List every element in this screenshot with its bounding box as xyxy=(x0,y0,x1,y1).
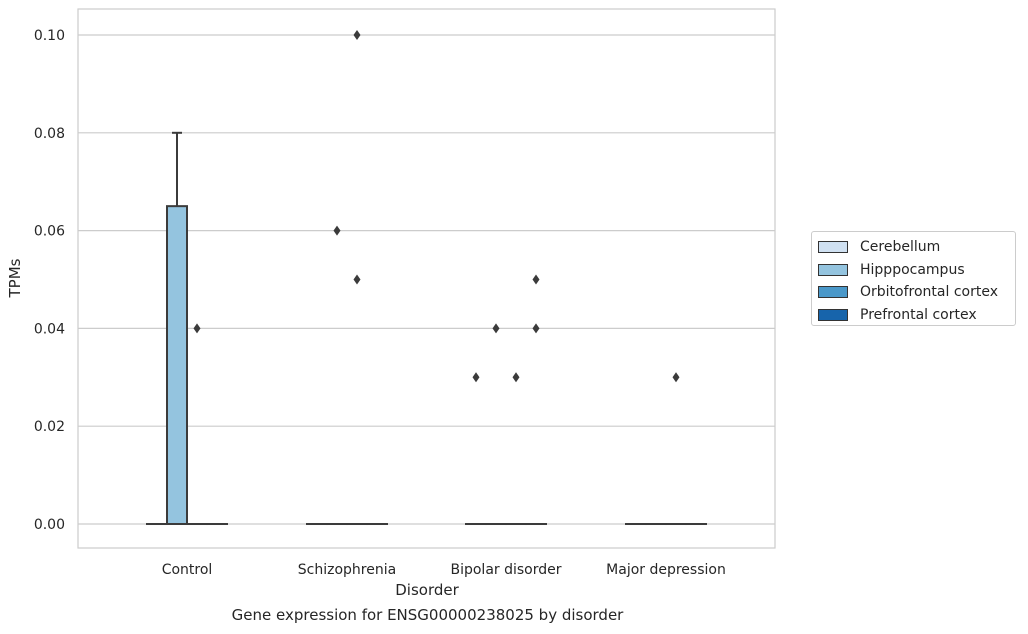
box-group xyxy=(166,131,188,525)
box-group xyxy=(346,30,368,526)
y-axis-label: TPMs xyxy=(6,258,24,298)
y-tick-label: 0.10 xyxy=(34,28,65,44)
box xyxy=(166,205,188,525)
legend-label: Hipppocampus xyxy=(860,261,965,278)
box-group xyxy=(186,323,208,526)
outlier-point xyxy=(532,323,540,334)
x-tick-label: Major depression xyxy=(606,562,726,578)
outlier-point xyxy=(532,274,540,285)
x-tick-labels: Control Schizophrenia Bipolar disorder Majo… xyxy=(162,562,726,578)
box-group xyxy=(525,274,547,526)
x-axis-label: Disorder xyxy=(395,581,459,599)
chart-title: Gene expression for ENSG00000238025 by d… xyxy=(231,606,624,624)
legend-label: Prefrontal cortex xyxy=(860,306,977,323)
y-tick-label: 0.00 xyxy=(34,517,65,533)
y-tick-label: 0.08 xyxy=(34,126,65,142)
legend-label: Orbitofrontal cortex xyxy=(860,284,998,301)
box-group xyxy=(505,372,527,526)
legend-item: Hipppocampus xyxy=(818,259,1015,282)
legend-swatch xyxy=(818,308,848,321)
box-group xyxy=(465,372,487,526)
outlier-point xyxy=(353,274,361,285)
outlier-point xyxy=(512,372,520,383)
legend-swatch xyxy=(818,286,848,299)
x-tick-label: Bipolar disorder xyxy=(450,562,561,578)
box-group xyxy=(665,372,687,526)
legend-swatch xyxy=(818,263,848,276)
outlier-point xyxy=(492,323,500,334)
legend-item: Cerebellum xyxy=(818,236,1015,259)
outlier-point xyxy=(353,30,361,40)
y-tick-labels: 0.00 0.02 0.04 0.06 0.08 0.10 xyxy=(34,28,65,533)
legend-item: Prefrontal cortex xyxy=(818,304,1015,327)
legend: Cerebellum Hipppocampus Orbitofrontal cort… xyxy=(811,231,1016,326)
outlier-point xyxy=(472,372,480,383)
y-tick-label: 0.02 xyxy=(34,419,65,435)
legend-item: Orbitofrontal cortex xyxy=(818,281,1015,304)
x-tick-label: Schizophrenia xyxy=(298,562,396,578)
outlier-point xyxy=(333,225,341,236)
box-group xyxy=(326,225,348,526)
box-plots xyxy=(146,30,707,526)
x-tick-label: Control xyxy=(162,562,213,578)
box-group xyxy=(485,323,507,526)
plot-frame xyxy=(77,8,776,549)
legend-label: Cerebellum xyxy=(860,239,941,256)
outlier-point xyxy=(193,323,201,334)
y-tick-label: 0.06 xyxy=(34,224,65,240)
outlier-point xyxy=(672,372,680,383)
y-tick-label: 0.04 xyxy=(34,321,65,337)
legend-swatch xyxy=(818,241,848,254)
